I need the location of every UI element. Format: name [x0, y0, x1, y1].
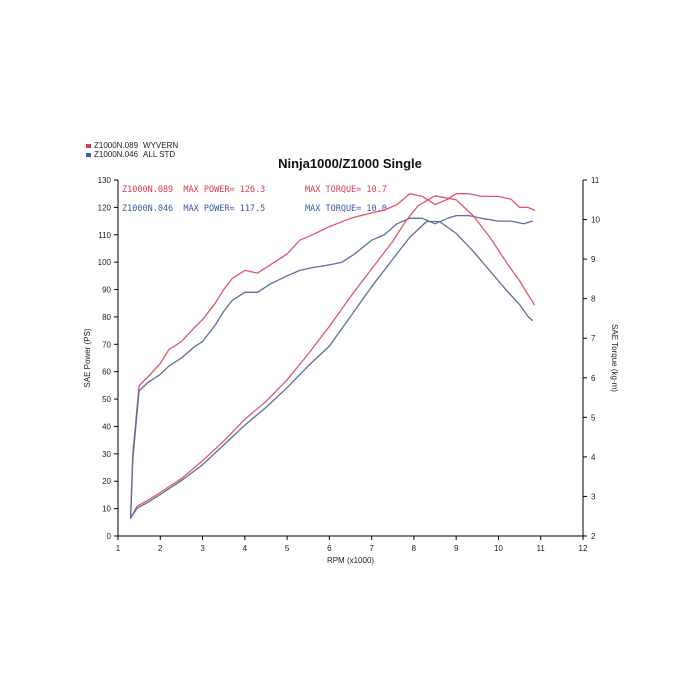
axes: [114, 179, 587, 540]
std-max-torque: MAX TORQUE= 10.0: [305, 204, 387, 214]
legend-item-wyvern: Z1000N.089 WYVERN: [86, 141, 178, 150]
y-tick-label-left: 120: [98, 203, 112, 212]
series-line-torque-wyvern: [130, 195, 536, 519]
legend-swatch-std: [86, 152, 91, 157]
y-tick-label-left: 40: [102, 422, 111, 431]
std-max-power: Z1000N.046 MAX POWER= 117.5: [122, 204, 266, 214]
y-tick-label-left: 130: [98, 176, 112, 185]
axis-labels: 1 2 3 4 5 6 7 8 9 10 11 120102030405060708090100110…: [83, 176, 619, 565]
x-tick-label: 9: [454, 544, 459, 553]
y-tick-label-left: 100: [98, 258, 112, 267]
y-tick-label-right: 4: [591, 453, 596, 462]
y-tick-label-left: 20: [102, 477, 111, 486]
y-tick-label-right: 7: [591, 334, 596, 343]
legend-swatch-wyvern: [86, 143, 91, 148]
x-tick-label: 3: [200, 544, 205, 553]
y-tick-label-left: 0: [107, 532, 112, 541]
x-tick-label: 2: [158, 544, 163, 553]
y-tick-label-right: 10: [591, 216, 600, 225]
series-line-power-std: [130, 214, 533, 518]
series-lines: [130, 193, 536, 519]
chart-title: Ninja1000/Z1000 Single: [278, 156, 422, 171]
x-tick-label: 5: [285, 544, 290, 553]
y-axis-label-right: SAE Torque (kg-m): [610, 324, 619, 392]
legend-code: Z1000N.046: [94, 150, 139, 159]
legend-label: ALL STD: [143, 150, 176, 159]
y-tick-label-right: 11: [591, 176, 600, 185]
x-tick-label: 8: [412, 544, 417, 553]
series-line-power-wyvern: [130, 193, 536, 515]
y-tick-label-right: 5: [591, 413, 596, 422]
y-tick-label-left: 10: [102, 505, 111, 514]
x-tick-label: 6: [327, 544, 332, 553]
y-tick-label-left: 80: [102, 313, 111, 322]
x-axis-label: RPM (x1000): [327, 556, 374, 565]
series-line-torque-std: [130, 220, 533, 519]
legend-item-std: Z1000N.046 ALL STD: [86, 150, 178, 159]
y-tick-label-left: 110: [98, 231, 111, 240]
y-tick-label-right: 8: [591, 295, 596, 304]
y-axis-label-left: SAE Power (PS): [83, 328, 92, 387]
y-tick-label-right: 2: [591, 532, 596, 541]
y-tick-label-right: 3: [591, 492, 596, 501]
x-tick-label: 4: [243, 544, 248, 553]
y-tick-label-right: 9: [591, 255, 596, 264]
y-tick-label-left: 50: [102, 395, 111, 404]
y-tick-label-left: 60: [102, 368, 111, 377]
y-tick-label-left: 90: [102, 286, 111, 295]
y-tick-label-left: 30: [102, 450, 111, 459]
y-tick-label-left: 70: [102, 340, 111, 349]
wyvern-max-torque: MAX TORQUE= 10.7: [305, 185, 387, 195]
x-tick-label: 12: [579, 544, 588, 553]
x-tick-label: 10: [494, 544, 503, 553]
y-tick-label-right: 6: [591, 374, 596, 383]
x-tick-label: 11: [537, 544, 546, 553]
legend: Z1000N.089 WYVERN Z1000N.046 ALL STD: [86, 141, 178, 159]
wyvern-max-power: Z1000N.089 MAX POWER= 126.3: [122, 185, 266, 195]
legend-code: Z1000N.089: [94, 141, 139, 150]
x-tick-label: 7: [369, 544, 374, 553]
legend-label: WYVERN: [143, 141, 179, 150]
x-tick-label: 1: [116, 544, 121, 553]
